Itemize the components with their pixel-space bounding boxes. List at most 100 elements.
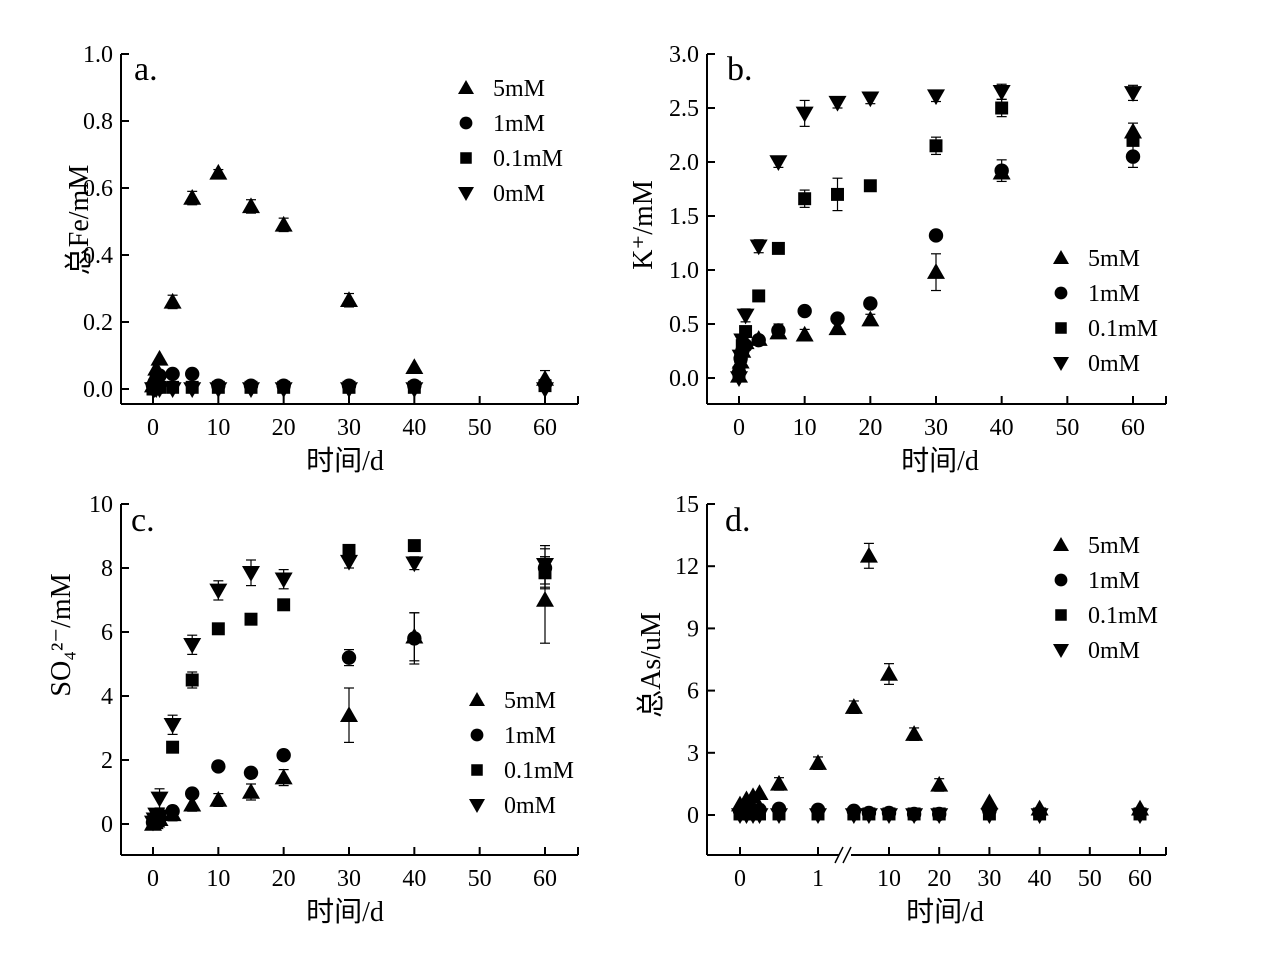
y-tick-label: 4 bbox=[101, 684, 113, 710]
x-tick-label: 40 bbox=[402, 415, 426, 441]
data-point bbox=[342, 543, 356, 557]
x-tick-label: 1 bbox=[812, 866, 824, 892]
data-point bbox=[163, 382, 182, 398]
legend-label: 0.1mM bbox=[1088, 603, 1158, 629]
data-point bbox=[905, 725, 924, 741]
axis-break-mark bbox=[834, 846, 844, 864]
panel-d: 0 3 6 9 12 15 0 1 10 20 30 40 50 60 时间/d 总As/uM d. 5mM 1mM… bbox=[635, 492, 1167, 928]
data-point bbox=[750, 784, 769, 800]
x-tick-label: 40 bbox=[402, 866, 426, 892]
y-tick-label: 0.6 bbox=[83, 176, 113, 202]
legend: 5mM 1mM 0.1mM 0mM bbox=[469, 688, 574, 819]
data-point bbox=[751, 333, 766, 348]
y-tick-label: 2.0 bbox=[669, 150, 699, 176]
data-point bbox=[183, 795, 202, 812]
data-point bbox=[880, 808, 898, 824]
x-tick-label: 0 bbox=[147, 415, 159, 441]
x-tick-label: 10 bbox=[206, 866, 230, 892]
y-tick-label: 2 bbox=[101, 748, 113, 774]
panel-b: 0.0 0.5 1.0 1.5 2.0 2.5 3.0 0 10 20 30 40 50 60 时间/d K⁺… bbox=[628, 42, 1167, 477]
data-point bbox=[880, 665, 898, 681]
data-point bbox=[152, 368, 167, 383]
legend-label: 1mM bbox=[493, 111, 545, 137]
data-point bbox=[274, 768, 293, 785]
panel-label: b. bbox=[727, 51, 753, 88]
y-tick-label: 0.5 bbox=[669, 312, 699, 338]
y-tick-label: 0.0 bbox=[83, 377, 113, 403]
legend-marker bbox=[458, 80, 474, 94]
data-point bbox=[405, 556, 424, 573]
legend-label: 0.1mM bbox=[1088, 316, 1158, 342]
data-point bbox=[185, 673, 199, 687]
data-point bbox=[861, 310, 880, 327]
data-point bbox=[831, 187, 844, 201]
y-tick-label: 10 bbox=[89, 492, 113, 518]
data-point bbox=[166, 740, 180, 754]
data-point bbox=[905, 808, 924, 824]
legend-label: 0mM bbox=[1088, 638, 1140, 664]
data-point bbox=[150, 382, 169, 398]
data-point bbox=[809, 754, 827, 770]
data-point bbox=[929, 139, 943, 153]
y-axis-title: K⁺/mM bbox=[628, 180, 659, 270]
data-point bbox=[749, 239, 768, 256]
data-point bbox=[242, 382, 260, 398]
x-tick-label: 40 bbox=[990, 415, 1014, 441]
y-tick-label: 8 bbox=[101, 556, 113, 582]
legend-marker bbox=[458, 187, 474, 201]
data-point bbox=[928, 228, 944, 243]
y-tick-label: 1.5 bbox=[669, 204, 699, 230]
data-point bbox=[830, 311, 845, 326]
data-point bbox=[994, 163, 1009, 178]
data-point bbox=[995, 101, 1009, 115]
legend-marker bbox=[469, 799, 485, 813]
data-point bbox=[798, 192, 812, 206]
data-point bbox=[244, 612, 258, 626]
data-point bbox=[770, 808, 788, 824]
data-point bbox=[340, 291, 358, 307]
y-tick-label: 0 bbox=[687, 803, 699, 829]
x-tick-label: 50 bbox=[1055, 415, 1079, 441]
x-tick-label: 20 bbox=[272, 866, 296, 892]
y-tick-label: 0.0 bbox=[669, 366, 699, 392]
y-tick-label: 12 bbox=[675, 554, 699, 580]
data-point bbox=[183, 382, 202, 398]
data-point bbox=[536, 382, 554, 398]
legend-label: 1mM bbox=[1088, 281, 1140, 307]
data-point bbox=[752, 289, 766, 303]
panel-label: d. bbox=[725, 502, 751, 539]
x-tick-label: 10 bbox=[877, 866, 901, 892]
legend: 5mM 1mM 0.1mM 0mM bbox=[1053, 246, 1158, 377]
legend-marker bbox=[1053, 250, 1069, 264]
data-point bbox=[165, 804, 180, 819]
x-tick-label: 40 bbox=[1028, 866, 1052, 892]
legend-label: 1mM bbox=[504, 723, 556, 749]
panel-c: 0 2 4 6 8 10 0 10 20 30 40 50 60 时间/d SO₄²⁻/mM c. 5mM 1mM… bbox=[46, 492, 579, 928]
data-point bbox=[211, 759, 226, 774]
legend: 5mM 1mM 0.1mM 0mM bbox=[458, 76, 563, 207]
axis-break-mark bbox=[842, 846, 852, 864]
data-point bbox=[930, 808, 949, 824]
x-tick-label: 20 bbox=[272, 415, 296, 441]
legend-marker bbox=[1054, 573, 1068, 587]
data-point bbox=[770, 774, 788, 791]
series-5mM bbox=[144, 556, 554, 831]
x-tick-label: 0 bbox=[734, 866, 746, 892]
data-point bbox=[276, 748, 291, 763]
series-5mM bbox=[730, 122, 1142, 383]
legend-label: 5mM bbox=[1088, 533, 1140, 559]
x-tick-label: 30 bbox=[337, 866, 361, 892]
x-axis-title: 时间/d bbox=[306, 896, 384, 928]
data-point bbox=[209, 163, 228, 180]
legend-label: 5mM bbox=[493, 76, 545, 102]
data-point bbox=[1125, 149, 1141, 164]
x-axis-title: 时间/d bbox=[901, 445, 979, 477]
data-point bbox=[405, 382, 424, 398]
data-point bbox=[165, 366, 180, 382]
data-point bbox=[927, 89, 945, 106]
data-point bbox=[185, 786, 200, 801]
x-tick-label: 60 bbox=[533, 415, 557, 441]
y-tick-label: 6 bbox=[687, 679, 699, 705]
legend-marker bbox=[460, 152, 472, 164]
